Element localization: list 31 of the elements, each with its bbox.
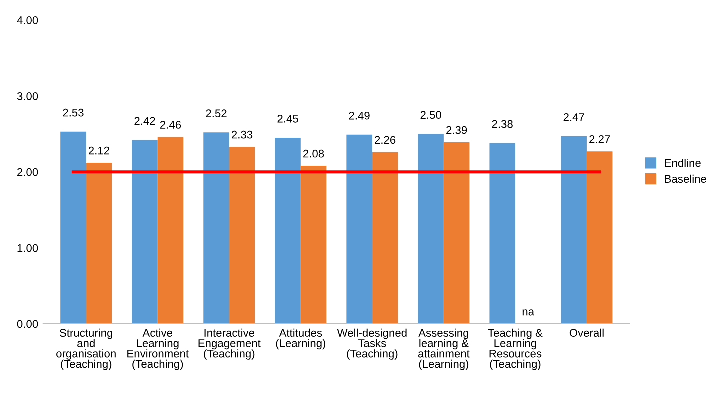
data-label: 2.45	[278, 114, 298, 123]
data-label: 2.26	[375, 136, 396, 144]
x-tick-label: Well-designed Tasks (Teaching)	[337, 328, 407, 360]
data-label: 2.53	[63, 108, 84, 117]
data-label: 2.33	[232, 130, 253, 139]
y-tick-label: 0.00	[17, 320, 38, 328]
data-label: 2.12	[88, 146, 110, 155]
data-label: 2.42	[134, 117, 156, 126]
data-label: 2.08	[304, 150, 324, 158]
text: na	[522, 310, 535, 316]
x-tick-label: Assessing learning & attainment (Learning)	[418, 328, 470, 370]
data-label: 2.47	[564, 113, 584, 122]
x-tick-label: Teaching & Learning Resources (Teaching)	[488, 328, 543, 370]
data-label: 2.50	[420, 111, 442, 120]
x-tick-label: Active Learning Environment (Teaching)	[128, 328, 189, 370]
legend-label: Baseline	[665, 174, 706, 184]
data-label: 2.49	[349, 112, 370, 120]
data-label: 2.46	[160, 121, 182, 129]
y-tick-label: 3.00	[17, 92, 38, 100]
data-label: 2.52	[206, 110, 227, 118]
y-tick-label: 2.00	[18, 168, 38, 176]
legend-label: Endline	[665, 158, 701, 168]
x-tick-label: Overall	[570, 328, 604, 338]
data-label: 2.27	[590, 135, 610, 144]
data-label: 2.39	[446, 126, 468, 134]
y-tick-label: 4.00	[17, 16, 38, 24]
x-tick-label: Interactive Engagement (Teaching)	[198, 328, 261, 360]
x-tick-label: Attitudes (Learning)	[276, 328, 326, 350]
data-label: 2.38	[492, 120, 513, 128]
x-tick-label: Structuring and organisation (Teaching)	[56, 328, 116, 370]
y-tick-label: 1.00	[18, 244, 38, 252]
